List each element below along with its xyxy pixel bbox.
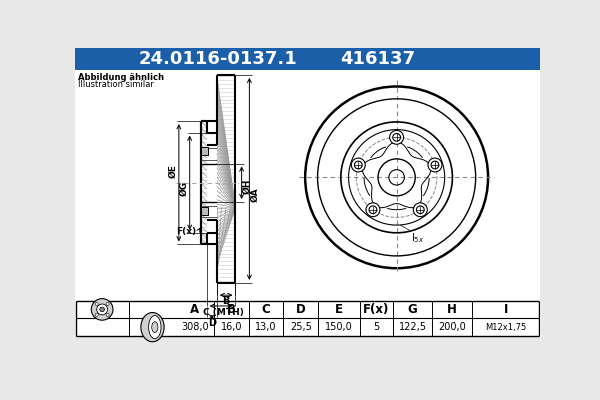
- Text: F(x): F(x): [363, 303, 389, 316]
- FancyBboxPatch shape: [75, 300, 540, 336]
- Text: I: I: [504, 303, 508, 316]
- Text: ØE: ØE: [168, 164, 178, 178]
- Text: H: H: [448, 303, 457, 316]
- Text: Abbildung ähnlich: Abbildung ähnlich: [78, 73, 164, 82]
- Text: 200,0: 200,0: [439, 322, 466, 332]
- Text: C (MTH): C (MTH): [203, 308, 244, 317]
- Circle shape: [352, 158, 365, 172]
- Circle shape: [95, 302, 98, 306]
- Text: ØH: ØH: [242, 179, 251, 194]
- Text: G: G: [407, 303, 418, 316]
- Ellipse shape: [152, 322, 158, 332]
- Text: B: B: [223, 296, 230, 306]
- FancyBboxPatch shape: [202, 207, 208, 215]
- Circle shape: [97, 304, 107, 315]
- Text: C: C: [262, 303, 271, 316]
- Text: Illustration similar: Illustration similar: [78, 80, 154, 90]
- Circle shape: [389, 130, 404, 144]
- Text: 308,0: 308,0: [181, 322, 209, 332]
- Circle shape: [413, 203, 427, 217]
- Text: D: D: [208, 318, 216, 328]
- Circle shape: [100, 307, 104, 312]
- Text: 416137: 416137: [340, 50, 415, 68]
- Text: ØG: ØG: [179, 181, 188, 196]
- Text: M12x1,75: M12x1,75: [485, 323, 527, 332]
- Ellipse shape: [141, 312, 164, 342]
- Ellipse shape: [149, 316, 161, 339]
- Circle shape: [366, 203, 380, 217]
- Text: 122,5: 122,5: [398, 322, 427, 332]
- Text: 24.0116-0137.1: 24.0116-0137.1: [139, 50, 298, 68]
- Circle shape: [95, 313, 98, 316]
- Text: D: D: [296, 303, 305, 316]
- Text: 13,0: 13,0: [255, 322, 277, 332]
- Circle shape: [106, 313, 109, 316]
- FancyBboxPatch shape: [75, 48, 540, 70]
- Circle shape: [305, 86, 488, 268]
- Text: F(x): F(x): [176, 227, 197, 236]
- Text: B: B: [227, 303, 236, 316]
- Circle shape: [106, 302, 109, 306]
- FancyBboxPatch shape: [202, 147, 208, 155]
- Text: E: E: [335, 303, 343, 316]
- Text: ØA: ØA: [251, 187, 260, 202]
- FancyBboxPatch shape: [75, 70, 540, 307]
- Text: I$_{5x}$: I$_{5x}$: [410, 231, 424, 245]
- Text: A: A: [190, 303, 199, 316]
- Circle shape: [91, 299, 113, 320]
- Text: 5: 5: [373, 322, 379, 332]
- Text: 25,5: 25,5: [290, 322, 311, 332]
- Circle shape: [428, 158, 442, 172]
- Text: 16,0: 16,0: [220, 322, 242, 332]
- Text: 150,0: 150,0: [325, 322, 353, 332]
